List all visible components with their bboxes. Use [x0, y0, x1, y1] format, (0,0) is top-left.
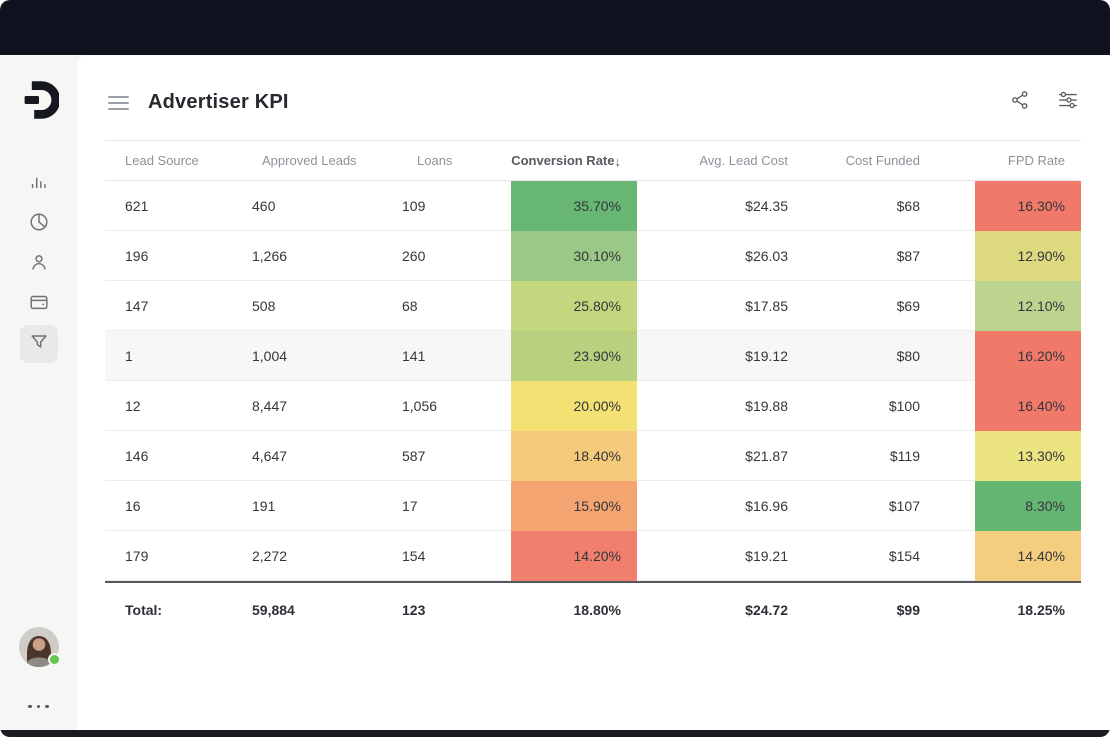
fpd-rate-heat-cell: 14.40%	[975, 531, 1081, 581]
sidebar-item-analytics[interactable]	[20, 165, 58, 203]
conversion-rate-heat-cell: 18.40%	[511, 431, 637, 481]
table-row[interactable]: 147 508 68 25.80% $17.85 $69 12.10%	[105, 281, 1081, 331]
total-conversion-rate: 18.80%	[573, 602, 621, 618]
total-avg-lead-cost: $24.72	[745, 602, 788, 618]
share-button[interactable]	[1007, 90, 1033, 116]
user-icon	[28, 251, 50, 278]
menu-icon[interactable]	[108, 95, 129, 110]
conversion-rate-heat-cell: 35.70%	[511, 181, 637, 231]
table-row[interactable]: 146 4,647 587 18.40% $21.87 $119 13.30%	[105, 431, 1081, 481]
pie-chart-icon	[28, 211, 50, 238]
conversion-rate-heat-cell: 25.80%	[511, 281, 637, 331]
column-header-fpd-rate[interactable]: FPD Rate	[1007, 153, 1065, 168]
fpd-rate-heat-cell: 16.20%	[975, 331, 1081, 381]
fpd-rate-heat-cell: 16.40%	[975, 381, 1081, 431]
sort-desc-icon: ↓	[614, 154, 622, 169]
total-cost-funded: $99	[896, 602, 920, 618]
fpd-rate-heat-cell: 12.90%	[975, 231, 1081, 281]
sidebar-item-filters[interactable]	[19, 325, 58, 363]
online-status-dot	[47, 652, 61, 666]
filter-settings-button[interactable]	[1055, 90, 1081, 116]
conversion-rate-heat-cell: 30.10%	[511, 231, 637, 281]
column-header-lead-source[interactable]: Lead Source	[125, 153, 199, 168]
sidebar-nav	[19, 165, 58, 363]
total-label: Total:	[125, 602, 163, 618]
top-bar	[0, 0, 1110, 55]
sidebar-item-payments[interactable]	[20, 285, 58, 323]
conversion-rate-heat-cell: 14.20%	[511, 531, 637, 581]
column-header-conversion-rate[interactable]: Conversion Rate ↓	[511, 153, 622, 169]
table-total-row: Total: 59,884 123 18.80% $24.72 $99 18.2…	[105, 581, 1081, 637]
user-avatar[interactable]	[18, 626, 61, 667]
sidebar	[0, 55, 77, 730]
table-row[interactable]: 12 8,447 1,056 20.00% $19.88 $100 16.40%	[105, 381, 1081, 431]
conversion-rate-heat-cell: 20.00%	[511, 381, 637, 431]
page-title: Advertiser KPI	[148, 91, 289, 113]
page-header: Advertiser KPI	[105, 55, 1081, 140]
fpd-rate-heat-cell: 8.30%	[975, 481, 1081, 531]
total-fpd-rate: 18.25%	[1017, 602, 1065, 618]
column-header-loans[interactable]: Loans	[417, 153, 453, 168]
bottom-bar	[0, 730, 1110, 737]
table-row-highlighted[interactable]: 1 1,004 141 23.90% $19.12 $80 16.20%	[105, 331, 1081, 381]
total-approved-leads: 59,884	[252, 602, 295, 618]
column-header-cost-funded[interactable]: Cost Funded	[845, 153, 920, 168]
fpd-rate-heat-cell: 12.10%	[975, 281, 1081, 331]
conversion-rate-heat-cell: 23.90%	[511, 331, 637, 381]
share-icon	[1009, 89, 1031, 116]
brand-logo	[17, 77, 61, 123]
table-row[interactable]: 16 191 17 15.90% $16.96 $107 8.30%	[105, 481, 1081, 531]
fpd-rate-heat-cell: 16.30%	[975, 181, 1081, 231]
bar-chart-icon	[28, 171, 50, 198]
fpd-rate-heat-cell: 13.30%	[975, 431, 1081, 481]
filter-icon	[28, 331, 50, 358]
column-header-avg-lead-cost[interactable]: Avg. Lead Cost	[699, 153, 788, 168]
table-row[interactable]: 196 1,266 260 30.10% $26.03 $87 12.90%	[105, 231, 1081, 281]
sliders-icon	[1056, 89, 1080, 116]
sidebar-footer	[18, 626, 61, 713]
sidebar-item-reports[interactable]	[20, 205, 58, 243]
conversion-rate-heat-cell: 15.90%	[511, 481, 637, 531]
more-options-button[interactable]	[24, 701, 53, 713]
main-panel: Advertiser KPI	[77, 55, 1110, 730]
sidebar-item-users[interactable]	[20, 245, 58, 283]
table-row[interactable]: 179 2,272 154 14.20% $19.21 $154 14.40%	[105, 531, 1081, 581]
table-header-row: Lead Source Approved Leads Loans Convers…	[105, 140, 1081, 181]
wallet-icon	[28, 291, 50, 318]
column-header-approved-leads[interactable]: Approved Leads	[262, 153, 357, 168]
total-loans: 123	[402, 602, 426, 618]
table-row[interactable]: 621 460 109 35.70% $24.35 $68 16.30%	[105, 181, 1081, 231]
